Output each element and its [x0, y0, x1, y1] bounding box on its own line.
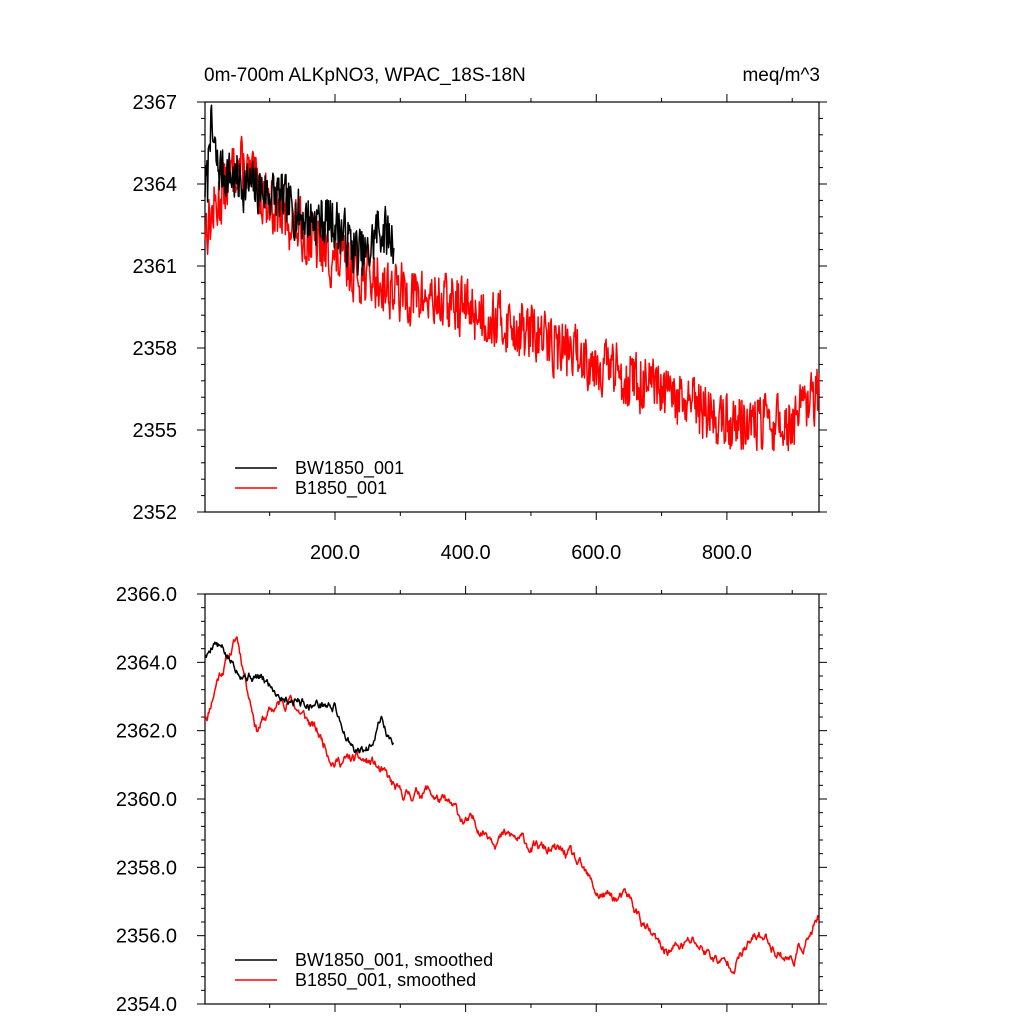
bottom-panel: 2354.0 2356.0 2358.0 2360.0 2362.0 2364.0 2366…: [116, 584, 827, 1016]
y-tick-label: 2366.0: [116, 584, 177, 606]
units-label: meq/m^3: [742, 65, 820, 86]
y-tick-label: 2358: [133, 338, 178, 360]
series-line: [204, 104, 395, 276]
x-tick-label: 800.0: [702, 542, 752, 564]
legend-label: B1850_001: [295, 478, 387, 499]
legend-label: B1850_001, smoothed: [295, 970, 476, 991]
y-tick-label: 2367: [133, 92, 178, 114]
y-tick-label: 2364: [133, 174, 178, 196]
top-lines: [204, 104, 820, 452]
top-plot-frame: [204, 101, 820, 513]
y-tick-label: 2362.0: [116, 721, 177, 743]
y-tick-label: 2360.0: [116, 789, 177, 811]
y-tick-label: 2358.0: [116, 857, 177, 879]
top-panel: 0m-700m ALKpNO3, WPAC_18S-18N meq/m^3 23…: [133, 65, 827, 564]
series-line: [204, 636, 820, 975]
bottom-lines: [204, 636, 820, 975]
x-tick-label: 600.0: [571, 542, 621, 564]
top-ticks: 2352 2355 2358 2361 2364 2367 200.0 400.0 600.0 8…: [133, 92, 827, 564]
chart-title: 0m-700m ALKpNO3, WPAC_18S-18N: [204, 65, 526, 86]
series-line: [204, 135, 820, 452]
x-tick-label: 400.0: [441, 542, 491, 564]
y-tick-label: 2354.0: [116, 994, 177, 1016]
x-tick-label: 200.0: [310, 542, 360, 564]
y-tick-label: 2355: [133, 420, 178, 442]
legend-label: BW1850_001, smoothed: [295, 950, 493, 971]
legend-label: BW1850_001: [295, 458, 404, 479]
y-tick-label: 2364.0: [116, 652, 177, 674]
y-tick-label: 2361: [133, 256, 178, 278]
bottom-ticks: 2354.0 2356.0 2358.0 2360.0 2362.0 2364.0 2366…: [116, 584, 827, 1016]
y-tick-label: 2356.0: [116, 926, 177, 948]
series-line: [204, 641, 395, 754]
y-tick-label: 2352: [133, 502, 178, 524]
bottom-plot-frame: [204, 593, 820, 1005]
